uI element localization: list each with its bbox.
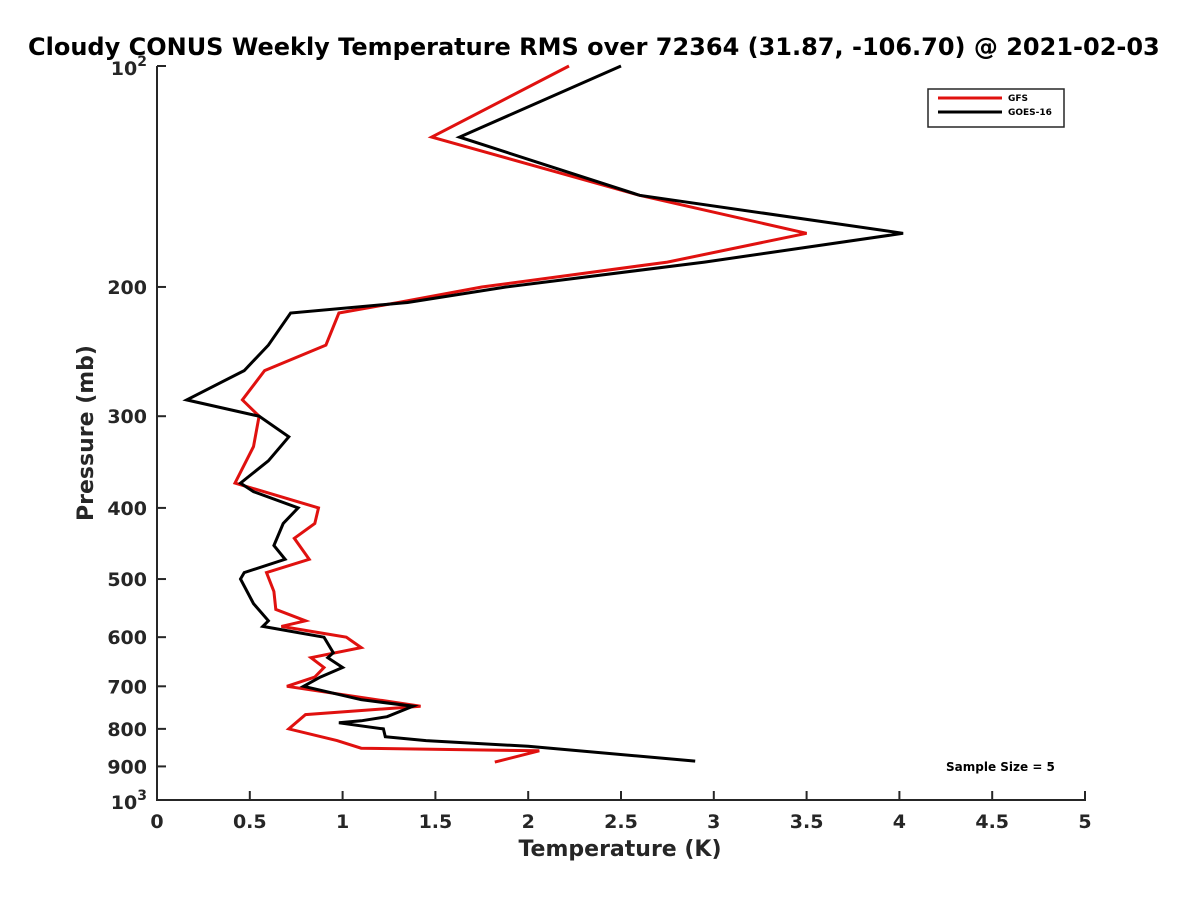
chart-title: Cloudy CONUS Weekly Temperature RMS over… (28, 33, 1160, 61)
x-tick-label: 4 (893, 811, 906, 833)
y-tick-label-power: 103 (111, 788, 147, 814)
legend-label: GOES-16 (1008, 108, 1052, 118)
y-tick-exponent: 2 (137, 54, 147, 70)
series-lines (182, 64, 904, 764)
x-tick-label: 1.5 (419, 811, 453, 833)
y-tick-label: 600 (107, 627, 147, 649)
y-tick-label: 800 (107, 719, 147, 741)
y-tick-label-power: 102 (111, 54, 147, 80)
y-tick-label: 500 (107, 569, 147, 591)
y-tick-label: 900 (107, 756, 147, 778)
sample-size-annotation: Sample Size = 5 (946, 760, 1055, 774)
legend: GFS GOES-16 (927, 88, 1065, 128)
series-line-goes-16 (182, 64, 904, 763)
y-tick-label: 700 (107, 676, 147, 698)
y-tick-label: 400 (107, 498, 147, 520)
y-axis-label: Pressure (mb) (74, 345, 99, 521)
series-line-gfs (232, 64, 807, 764)
x-tick-label: 2.5 (604, 811, 638, 833)
x-tick-label: 3 (707, 811, 720, 833)
plot-axes (156, 66, 1086, 801)
x-tick-label: 0 (150, 811, 163, 833)
x-tick-label: 5 (1078, 811, 1091, 833)
y-tick-exponent: 3 (137, 788, 147, 804)
y-tick-label: 200 (107, 277, 147, 299)
legend-label: GFS (1008, 94, 1028, 104)
y-tick-base: 10 (111, 792, 137, 814)
legend-box (927, 88, 1065, 128)
y-tick-label: 300 (107, 406, 147, 428)
x-axis-label: Temperature (K) (518, 837, 721, 862)
x-tick-label: 3.5 (790, 811, 824, 833)
y-tick-base: 10 (111, 58, 137, 80)
x-tick-label: 2 (522, 811, 535, 833)
x-axis-ticks: 0 0.5 1 1.5 2 2.5 3 3.5 4 4.5 5 (150, 791, 1092, 833)
x-tick-label: 0.5 (233, 811, 267, 833)
x-tick-label: 4.5 (975, 811, 1009, 833)
x-tick-label: 1 (336, 811, 349, 833)
